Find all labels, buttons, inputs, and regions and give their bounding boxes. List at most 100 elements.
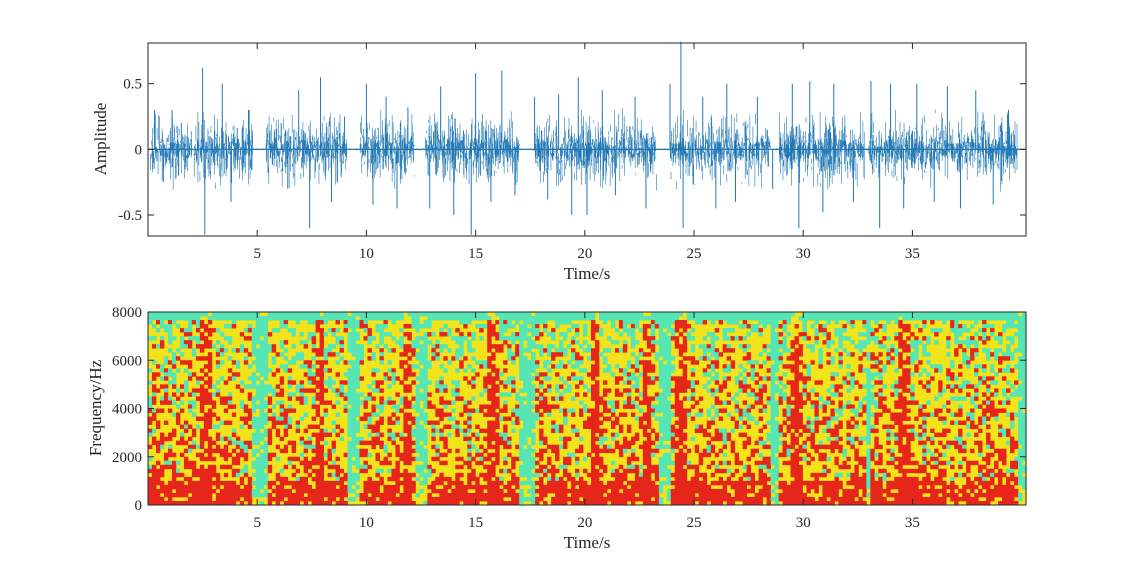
spectrogram-cell: [419, 436, 424, 442]
spectrogram-cell: [519, 444, 524, 450]
spectrogram-cell: [191, 348, 197, 353]
spectrogram-cell: [822, 472, 827, 478]
spectrogram-cell: [279, 412, 285, 417]
spectrogram-cell: [263, 348, 269, 353]
spectrogram-cell: [223, 348, 229, 353]
spectrogram-cell: [706, 464, 712, 470]
spectrogram-cell: [642, 392, 648, 397]
spectrogram-cell: [858, 344, 863, 349]
spectrogram-cell: [587, 424, 592, 429]
spectrogram-cell: [834, 472, 839, 478]
spectrogram-cell: [527, 472, 532, 478]
spectrogram-cell: [351, 348, 356, 353]
spectrogram-cell: [866, 328, 871, 333]
spectrogram-cell: [738, 344, 744, 349]
spectrogram-cell: [754, 420, 760, 425]
spectrogram-cell: [167, 312, 173, 317]
spectrogram-cell: [842, 404, 847, 409]
spectrogram-cell: [830, 484, 835, 490]
spectrogram-cell: [790, 456, 795, 462]
spectrogram-cell: [339, 488, 344, 494]
spectrogram-cell: [403, 376, 408, 381]
spectrogram-cell: [435, 384, 440, 389]
spectrogram-cell: [207, 436, 213, 442]
spectrogram-cell: [590, 388, 596, 393]
spectrogram-cell: [590, 364, 596, 369]
spectrogram-cell: [331, 312, 336, 317]
spectrogram-cell: [559, 408, 564, 413]
spectrogram-cell: [423, 472, 428, 478]
spectrogram-cell: [531, 480, 536, 486]
spectrogram-cell: [251, 424, 257, 429]
spectrogram-cell: [642, 444, 648, 450]
spectrogram-cell: [798, 360, 803, 365]
spectrogram-cell: [642, 416, 648, 421]
spectrogram-cell: [531, 356, 536, 361]
spectrogram-cell: [674, 408, 680, 413]
spectrogram-cell: [754, 448, 760, 454]
spectrogram-cell: [199, 472, 205, 478]
spectrogram-cell: [339, 348, 344, 353]
spectrogram-cell: [726, 320, 732, 325]
spectrogram-cell: [590, 392, 596, 397]
spectrogram-cell: [854, 312, 859, 317]
spectrogram-cell: [694, 424, 700, 429]
spectrogram-cell: [850, 488, 855, 494]
spectrogram-cell: [511, 384, 516, 389]
spectrogram-cell: [487, 432, 492, 438]
spectrogram-cell: [790, 452, 795, 458]
spectrogram-cell: [662, 472, 668, 478]
spectrogram-cell: [443, 496, 448, 502]
spectrogram-cell: [722, 376, 728, 381]
spectrogram-cell: [263, 472, 269, 478]
spectrogram-cell: [722, 384, 728, 389]
spectrogram-cell: [471, 316, 476, 321]
spectrogram-cell: [598, 328, 604, 333]
spectrogram-cell: [331, 484, 336, 490]
spectrogram-cell: [335, 488, 340, 494]
spectrogram-cell: [419, 480, 424, 486]
spectrogram-cell: [674, 412, 680, 417]
spectrogram-cell: [682, 452, 688, 458]
spectrogram-cell: [610, 488, 616, 494]
spectrogram-cell: [195, 492, 201, 498]
spectrogram-cell: [587, 356, 592, 361]
spectrogram-cell: [630, 384, 636, 389]
spectrogram-cell: [443, 436, 448, 442]
spectrogram-cell: [148, 428, 153, 434]
spectrogram-cell: [411, 324, 416, 329]
spectrogram-cell: [483, 380, 488, 385]
spectrogram-cell: [447, 476, 452, 482]
spectrogram-cell: [503, 484, 508, 490]
spectrogram-cell: [503, 436, 508, 442]
spectrogram-cell: [826, 428, 831, 434]
spectrogram-cell: [255, 460, 261, 466]
spectrogram-cell: [451, 312, 456, 317]
spectrogram-cell: [622, 484, 628, 490]
spectrogram-cell: [746, 408, 752, 413]
spectrogram-cell: [315, 348, 321, 353]
spectrogram-cell: [439, 384, 444, 389]
spectrogram-cell: [774, 424, 779, 429]
spectrogram-cell: [319, 320, 324, 325]
spectrogram-cell: [235, 360, 241, 365]
spectrogram-cell: [507, 324, 512, 329]
spectrogram-cell: [435, 456, 440, 462]
spectrogram-cell: [666, 420, 672, 425]
spectrogram-cell: [782, 412, 787, 417]
spectrogram-cell: [794, 440, 799, 446]
spectrogram-cell: [710, 488, 716, 494]
spectrogram-cell: [602, 468, 608, 474]
spectrogram-cell: [559, 396, 564, 401]
spectrogram-cell: [798, 500, 803, 506]
spectrogram-cell: [423, 356, 428, 361]
spectrogram-cell: [535, 360, 540, 365]
spectrogram-cell: [255, 328, 261, 333]
spectrogram-cell: [710, 500, 716, 506]
spectrogram-cell: [602, 320, 608, 325]
spectrogram-cell: [818, 324, 823, 329]
spectrogram-cell: [175, 484, 181, 490]
spectrogram-cell: [151, 436, 157, 442]
spectrogram-cell: [630, 480, 636, 486]
spectrogram-cell: [634, 480, 640, 486]
